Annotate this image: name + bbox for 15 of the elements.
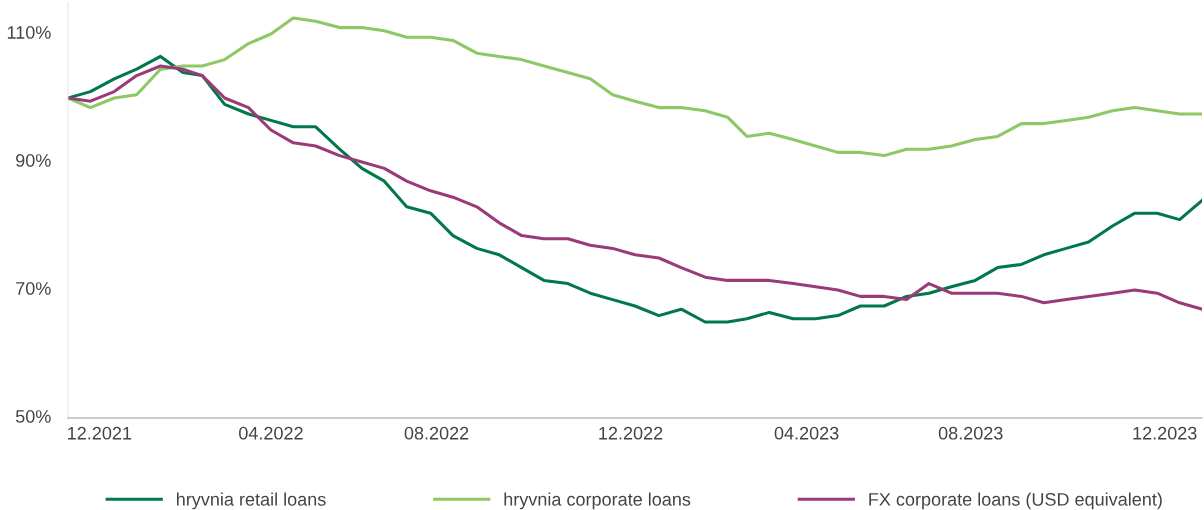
legend-label: hryvnia corporate loans bbox=[504, 492, 691, 510]
x-tick-label: 12.2021 bbox=[68, 426, 132, 440]
x-tick-label: 04.2022 bbox=[239, 426, 303, 440]
x-tick-label: 12.2022 bbox=[599, 426, 663, 440]
y-tick-label: 50% bbox=[15, 410, 51, 423]
y-tick-label: 110% bbox=[7, 26, 51, 39]
legend-label: hryvnia retail loans bbox=[177, 492, 326, 510]
x-tick-label: 08.2023 bbox=[938, 426, 1003, 440]
x-tick-label: 12.2023 bbox=[1133, 426, 1197, 440]
y-tick-label: 70% bbox=[16, 282, 51, 295]
legend-label: FX corporate loans (USD equivalent) bbox=[869, 492, 1162, 510]
x-tick-label: 08.2022 bbox=[404, 426, 469, 440]
line-series bbox=[68, 16, 1202, 158]
y-tick-label: 90% bbox=[16, 154, 51, 167]
x-tick-label: 04.2023 bbox=[774, 426, 839, 440]
